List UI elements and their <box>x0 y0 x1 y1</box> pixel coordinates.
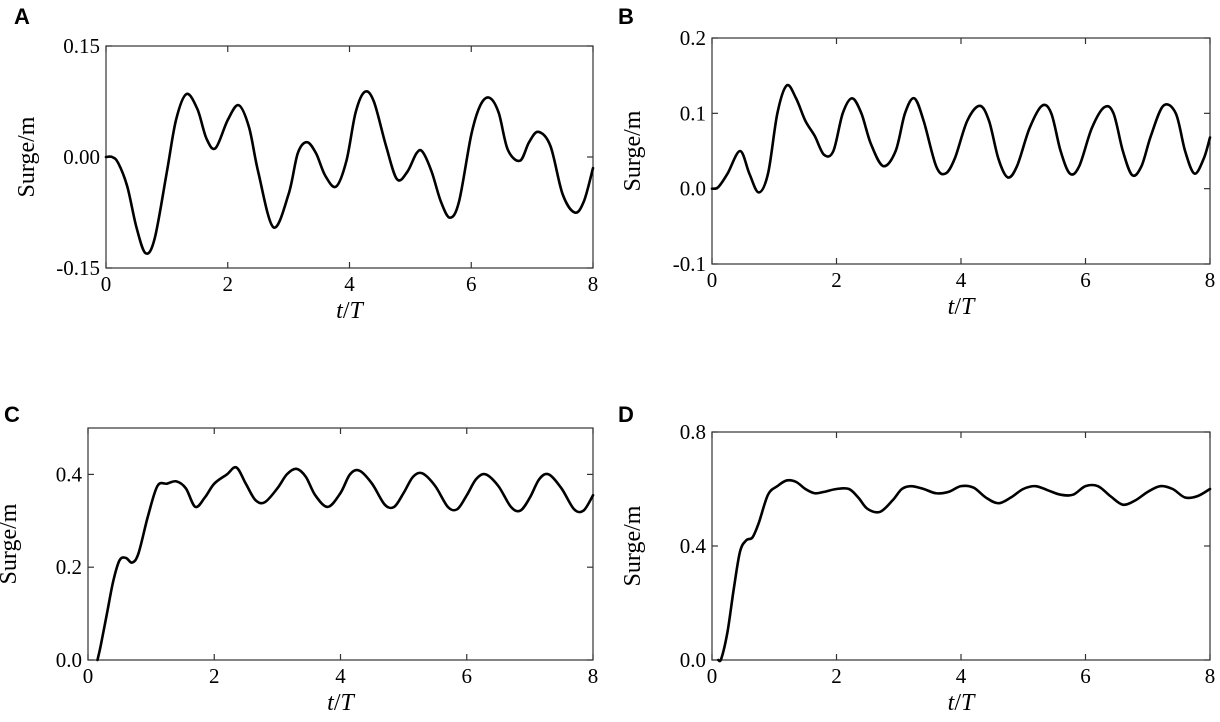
y-tick-label: 0.4 <box>56 462 83 486</box>
y-tick-label: 0.1 <box>680 101 706 125</box>
x-tick-label: 6 <box>462 664 473 688</box>
x-axis-title: t/T <box>336 298 364 324</box>
y-tick-label: 0.15 <box>63 34 100 58</box>
panel-label: B <box>618 4 634 29</box>
x-tick-label: 6 <box>1080 664 1091 688</box>
series-line-1 <box>710 83 1212 194</box>
y-tick-label: 0.0 <box>680 177 706 201</box>
x-tick-label: 8 <box>1205 268 1216 292</box>
x-axis-title: t/T <box>948 690 976 716</box>
y-tick-label: 0.4 <box>680 534 707 558</box>
x-tick-label: 0 <box>707 268 718 292</box>
y-axis-title: Surge/m <box>0 503 22 584</box>
y-tick-label: 0.00 <box>63 145 100 169</box>
chart-panel-c: C 0 2 4 6 8 0.0 0.2 0.4 t/T Surge/m <box>0 402 598 716</box>
y-axis-title: Surge/m <box>14 116 40 197</box>
plot-frame <box>105 45 594 269</box>
x-tick-label: 6 <box>1080 268 1091 292</box>
x-tick-label: 0 <box>101 272 112 296</box>
panel-label: A <box>14 4 30 29</box>
y-tick-label: -0.15 <box>56 256 100 280</box>
x-tick-label: 4 <box>956 268 967 292</box>
x-tick-label: 4 <box>335 664 346 688</box>
y-axis-title: Surge/m <box>620 110 646 191</box>
x-tick-label: 8 <box>1205 664 1216 688</box>
x-tick-label: 6 <box>466 272 477 296</box>
series-line-1 <box>716 478 1212 663</box>
x-tick-label: 2 <box>831 664 842 688</box>
plot-frame <box>711 37 1211 265</box>
x-tick-label: 8 <box>588 272 599 296</box>
y-tick-label: 0.0 <box>56 648 82 672</box>
x-tick-label: 8 <box>588 664 599 688</box>
chart-panel-a: A 0 2 4 6 8 -0.15 0.00 0.15 t/T Surge/m <box>14 4 598 324</box>
x-tick-label: 0 <box>83 664 94 688</box>
x-tick-label: 2 <box>209 664 220 688</box>
panel-label: D <box>618 402 634 427</box>
plot-frame <box>87 427 594 661</box>
panel-label: C <box>4 402 20 427</box>
series-line-1 <box>96 465 595 662</box>
y-tick-label: 0.2 <box>680 26 706 50</box>
x-tick-label: 2 <box>223 272 234 296</box>
x-axis-title: t/T <box>948 294 976 320</box>
x-tick-label: 4 <box>956 664 967 688</box>
x-tick-label: 2 <box>831 268 842 292</box>
y-tick-label: 0.8 <box>680 420 706 444</box>
x-tick-label: 0 <box>707 664 718 688</box>
y-tick-label: 0.0 <box>680 648 706 672</box>
chart-panel-d: D 0 2 4 6 8 0.0 0.4 0.8 t/T Surge/m <box>618 402 1215 716</box>
y-tick-label: -0.1 <box>673 252 706 276</box>
y-tick-label: 0.2 <box>56 555 82 579</box>
chart-panel-b: B 0 2 4 6 8 -0.1 0.0 0.1 0.2 t/T Surge/m <box>618 4 1215 320</box>
x-tick-label: 4 <box>344 272 355 296</box>
y-axis-title: Surge/m <box>620 505 646 586</box>
x-axis-title: t/T <box>327 690 355 716</box>
series-line-1 <box>104 90 595 255</box>
plot-frame <box>711 431 1211 661</box>
